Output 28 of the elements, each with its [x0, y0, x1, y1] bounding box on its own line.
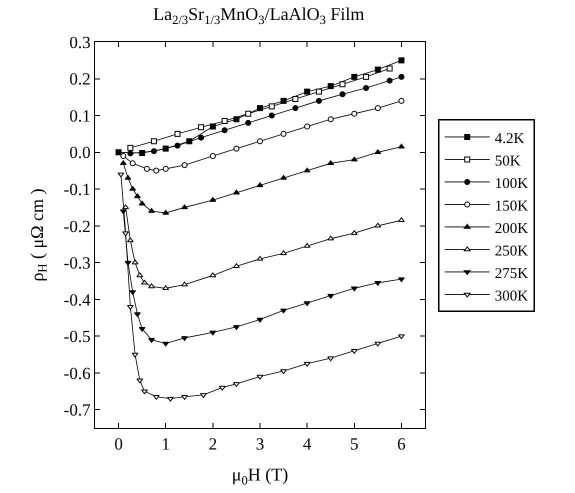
y-tick-label: -0.1 — [64, 180, 91, 199]
legend-label: 200K — [494, 220, 528, 237]
chart-title: La$_{2/3}$Sr$_{1/3}$MnO$_{3}$/LaAlO$_{3}$ Film — [153, 4, 364, 27]
legend-label: 250K — [494, 243, 528, 260]
x-tick-label: 0 — [114, 434, 123, 454]
legend-label: 4.2K — [494, 130, 524, 147]
y-tick-label: -0.7 — [64, 400, 92, 420]
y-tick-label: -0.3 — [64, 254, 91, 273]
x-tick-label: 5 — [350, 434, 359, 454]
x-tick-label: 2 — [208, 434, 218, 454]
legend-label: 300K — [494, 288, 528, 304]
y-tick-label: 0.2 — [69, 70, 91, 89]
y-tick-label: -0.4 — [64, 290, 92, 310]
y-tick-label: 0.1 — [69, 106, 91, 126]
legend-label: 50K — [494, 153, 521, 170]
legend-label: 100K — [494, 176, 528, 192]
y-tick-label: 0.0 — [69, 143, 91, 162]
y-tick-label: -0.6 — [64, 364, 91, 383]
x-tick-label: 6 — [397, 434, 406, 454]
x-tick-label: 3 — [256, 434, 264, 454]
x-axis-title: μ$_{0}$H (T) — [232, 464, 288, 488]
y-tick-label: -0.5 — [64, 327, 91, 346]
x-tick-label: 4 — [302, 434, 312, 454]
legend-label: 150K — [494, 198, 528, 214]
y-tick-label: 0.3 — [69, 32, 91, 52]
legend-label: 275K — [494, 266, 528, 282]
x-tick-label: 1 — [161, 434, 170, 454]
y-tick-label: -0.2 — [64, 216, 91, 236]
